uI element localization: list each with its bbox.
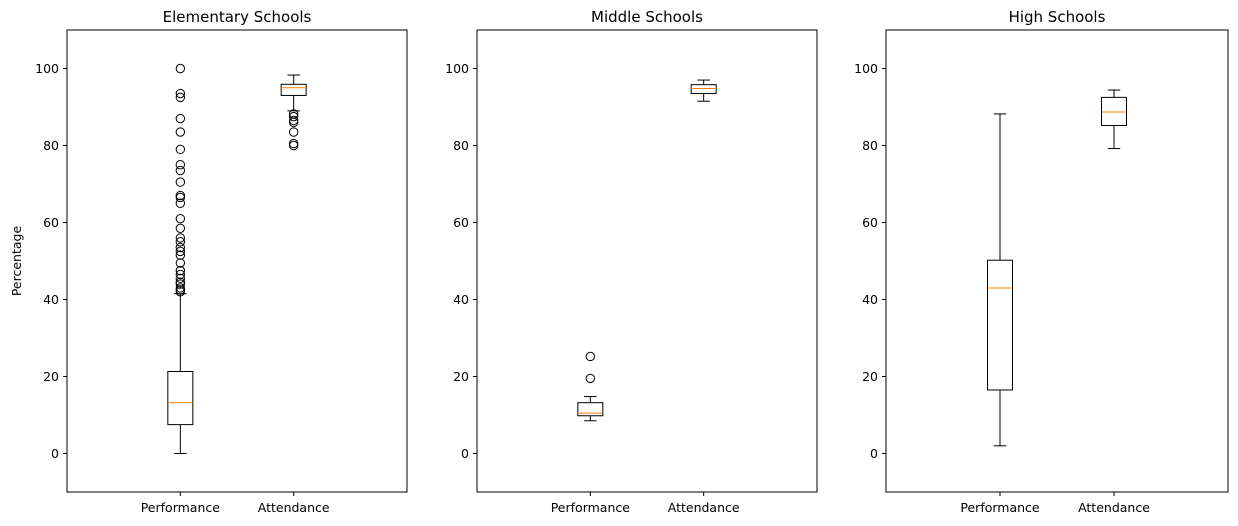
- iqr-box: [577, 402, 604, 417]
- plot-area: [476, 29, 818, 493]
- x-tick-label: Attendance: [258, 500, 330, 515]
- x-tick-label: Attendance: [668, 500, 740, 515]
- outlier-point: [585, 373, 596, 384]
- y-tick-label: 20: [862, 369, 878, 384]
- subplot-title: Middle Schools: [591, 8, 703, 26]
- iqr-box: [167, 370, 194, 426]
- outlier-point: [175, 265, 186, 276]
- outlier-point: [175, 190, 186, 201]
- outlier-point: [175, 246, 186, 257]
- outlier-point: [288, 117, 299, 128]
- y-tick-label: 40: [43, 292, 59, 307]
- y-tick-label: 20: [453, 369, 469, 384]
- box-performance: [987, 113, 1013, 447]
- iqr-box: [987, 259, 1013, 391]
- outlier-point: [175, 63, 186, 74]
- y-tick-label: 0: [461, 446, 469, 461]
- outlier-point: [175, 165, 186, 176]
- y-tick-label: 100: [35, 61, 59, 76]
- x-tick-label: Attendance: [1078, 500, 1150, 515]
- box-attendance: [1101, 89, 1127, 150]
- y-tick-label: 100: [854, 61, 878, 76]
- subplot-2: Middle Schools 0 20 40 60 80 100 Performance Att…: [445, 8, 818, 515]
- outlier-point: [175, 113, 186, 124]
- y-tick-label: 0: [51, 446, 59, 461]
- y-tick-label: 80: [453, 138, 469, 153]
- outlier-point: [175, 258, 186, 268]
- box-performance: [577, 351, 604, 422]
- box-attendance: [690, 79, 717, 102]
- plot-area: [66, 29, 408, 493]
- outlier-point: [175, 92, 186, 103]
- outlier-point: [175, 177, 186, 187]
- plot-area: [885, 29, 1229, 493]
- outlier-point: [175, 88, 186, 99]
- y-tick-label: 60: [453, 215, 469, 230]
- y-axis-label: Percentage: [9, 226, 24, 297]
- y-tick-label: 80: [43, 138, 59, 153]
- subplot-title: High Schools: [1009, 8, 1106, 26]
- outlier-point: [175, 233, 186, 243]
- iqr-box: [280, 83, 307, 96]
- outlier-point: [175, 283, 186, 293]
- outlier-point: [288, 111, 299, 122]
- outlier-point: [288, 140, 299, 151]
- x-tick-label: Performance: [960, 500, 1040, 515]
- y-tick-label: 60: [862, 215, 878, 230]
- outlier-point: [585, 351, 596, 362]
- outlier-point: [175, 144, 186, 155]
- subplot-title: Elementary Schools: [163, 8, 312, 26]
- outlier-point: [288, 127, 299, 137]
- iqr-box: [1101, 96, 1127, 126]
- y-tick-label: 100: [445, 61, 469, 76]
- box-performance: [167, 63, 194, 454]
- outlier-point: [175, 250, 186, 260]
- x-tick-label: Performance: [141, 500, 221, 515]
- subplot-3: High Schools 0 20 40 60 80 100 Performance Atten…: [854, 8, 1229, 515]
- outlier-point: [175, 223, 186, 233]
- iqr-box: [690, 84, 717, 95]
- outlier-point: [175, 277, 186, 287]
- y-tick-label: 0: [870, 446, 878, 461]
- x-tick-label: Performance: [551, 500, 631, 515]
- y-tick-label: 20: [43, 369, 59, 384]
- outlier-point: [175, 198, 186, 208]
- outlier-point: [175, 160, 186, 170]
- y-tick-label: 60: [43, 215, 59, 230]
- y-tick-label: 80: [862, 138, 878, 153]
- outlier-point: [175, 213, 186, 224]
- outlier-point: [175, 273, 186, 284]
- subplot-1: Elementary Schools 0 20 40 60 80 100 Percentage…: [9, 8, 408, 515]
- box-attendance: [280, 74, 307, 151]
- y-tick-label: 40: [862, 292, 878, 307]
- outlier-point: [175, 237, 186, 247]
- outlier-point: [175, 269, 186, 280]
- outlier-point: [175, 127, 186, 137]
- y-tick-label: 40: [453, 292, 469, 307]
- outlier-point: [175, 242, 186, 253]
